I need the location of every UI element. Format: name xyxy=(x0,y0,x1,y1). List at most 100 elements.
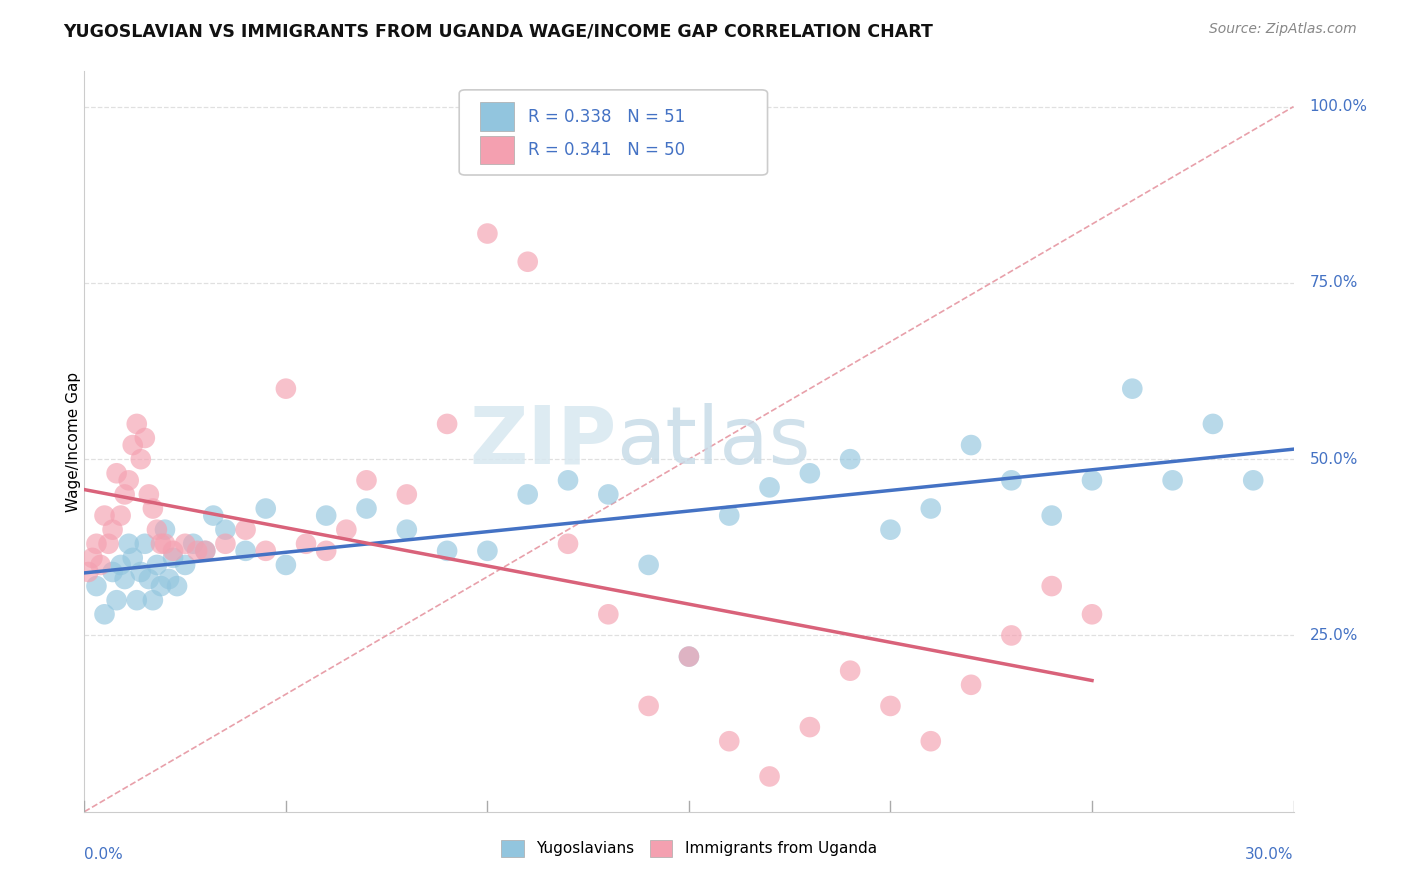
FancyBboxPatch shape xyxy=(479,136,513,164)
Point xyxy=(758,480,780,494)
Point xyxy=(1081,473,1104,487)
Point xyxy=(86,537,108,551)
Point xyxy=(235,523,257,537)
Point xyxy=(214,523,236,537)
Point xyxy=(1121,382,1143,396)
Point xyxy=(960,678,983,692)
Point xyxy=(202,508,225,523)
Point xyxy=(149,579,172,593)
Point xyxy=(146,558,169,572)
Point xyxy=(637,698,659,713)
Point xyxy=(477,227,499,241)
Point xyxy=(129,565,152,579)
Point xyxy=(105,467,128,481)
Point xyxy=(1000,628,1022,642)
Point xyxy=(315,508,337,523)
Point xyxy=(879,523,901,537)
Point xyxy=(799,720,821,734)
Point xyxy=(181,537,204,551)
Point xyxy=(138,572,160,586)
Point xyxy=(153,523,176,537)
Point xyxy=(114,487,136,501)
Point xyxy=(146,523,169,537)
Point xyxy=(118,537,141,551)
Point xyxy=(186,544,208,558)
Point xyxy=(295,537,318,551)
Point xyxy=(105,593,128,607)
Point xyxy=(174,537,197,551)
Text: 75.0%: 75.0% xyxy=(1309,276,1358,291)
Point xyxy=(274,382,297,396)
Point xyxy=(86,579,108,593)
Point xyxy=(799,467,821,481)
Point xyxy=(1040,508,1063,523)
Point xyxy=(77,565,100,579)
Point xyxy=(134,537,156,551)
Point xyxy=(718,734,741,748)
Point xyxy=(125,417,148,431)
Point xyxy=(678,649,700,664)
Point xyxy=(97,537,120,551)
Text: 0.0%: 0.0% xyxy=(84,847,124,862)
Point xyxy=(254,544,277,558)
Text: R = 0.338   N = 51: R = 0.338 N = 51 xyxy=(529,108,685,126)
Point xyxy=(315,544,337,558)
Point xyxy=(718,508,741,523)
Point xyxy=(93,607,115,622)
Text: Source: ZipAtlas.com: Source: ZipAtlas.com xyxy=(1209,22,1357,37)
Text: 30.0%: 30.0% xyxy=(1246,847,1294,862)
Point xyxy=(153,537,176,551)
Text: 25.0%: 25.0% xyxy=(1309,628,1358,643)
Point xyxy=(93,508,115,523)
Point xyxy=(678,649,700,664)
Point xyxy=(1241,473,1264,487)
Text: R = 0.341   N = 50: R = 0.341 N = 50 xyxy=(529,141,685,159)
Point xyxy=(149,537,172,551)
Point xyxy=(121,550,143,565)
Point xyxy=(235,544,257,558)
Text: 100.0%: 100.0% xyxy=(1309,99,1368,114)
Point xyxy=(598,607,620,622)
Point xyxy=(920,734,942,748)
Point xyxy=(516,254,538,268)
Point xyxy=(194,544,217,558)
Point xyxy=(110,558,132,572)
Point xyxy=(138,487,160,501)
Point xyxy=(162,544,184,558)
Point xyxy=(477,544,499,558)
Point xyxy=(174,558,197,572)
FancyBboxPatch shape xyxy=(479,103,513,130)
Point xyxy=(920,501,942,516)
Point xyxy=(162,550,184,565)
Point xyxy=(82,550,104,565)
Point xyxy=(1040,579,1063,593)
Point xyxy=(89,558,111,572)
Point xyxy=(960,438,983,452)
Point xyxy=(598,487,620,501)
Point xyxy=(114,572,136,586)
Text: 50.0%: 50.0% xyxy=(1309,451,1358,467)
Point xyxy=(557,473,579,487)
Point xyxy=(214,537,236,551)
Point xyxy=(1161,473,1184,487)
Point xyxy=(166,579,188,593)
Point xyxy=(134,431,156,445)
Point xyxy=(839,664,862,678)
Point xyxy=(194,544,217,558)
Point xyxy=(129,452,152,467)
Point xyxy=(274,558,297,572)
Text: atlas: atlas xyxy=(616,402,811,481)
Point xyxy=(516,487,538,501)
Point xyxy=(436,544,458,558)
Text: YUGOSLAVIAN VS IMMIGRANTS FROM UGANDA WAGE/INCOME GAP CORRELATION CHART: YUGOSLAVIAN VS IMMIGRANTS FROM UGANDA WA… xyxy=(63,22,934,40)
Point xyxy=(110,508,132,523)
Text: ZIP: ZIP xyxy=(470,402,616,481)
Point xyxy=(142,501,165,516)
Point xyxy=(1000,473,1022,487)
Point xyxy=(879,698,901,713)
Point xyxy=(121,438,143,452)
Point xyxy=(254,501,277,516)
Point xyxy=(125,593,148,607)
Legend: Yugoslavians, Immigrants from Uganda: Yugoslavians, Immigrants from Uganda xyxy=(495,833,883,863)
Point xyxy=(1202,417,1225,431)
